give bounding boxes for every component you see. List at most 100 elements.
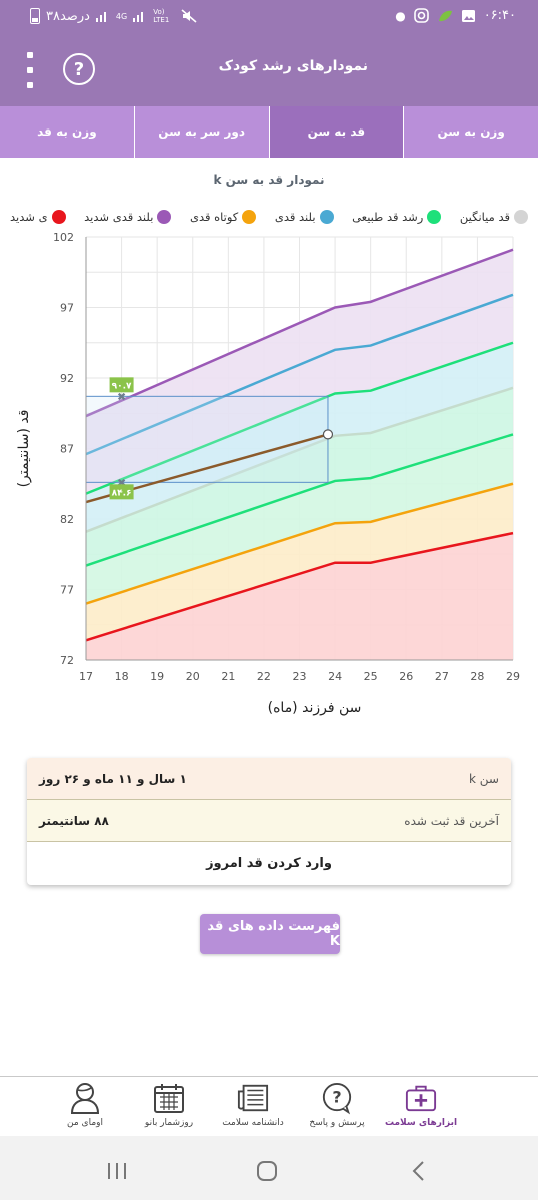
y-tick-label: 87 — [60, 443, 74, 456]
percentile-curve — [85, 386, 514, 533]
network-volte: Vo) LTE1 — [153, 8, 170, 24]
percentile-curve — [85, 433, 514, 567]
band-fill — [86, 342, 513, 532]
nav-label: ابزارهای سلامت — [384, 1118, 458, 1128]
nav-label: دانشنامه سلامت — [222, 1118, 284, 1128]
marker-cross: ✖ — [117, 390, 126, 403]
nav-my-profile[interactable]: اومای من — [43, 1077, 127, 1136]
x-tick-label: 29 — [506, 670, 520, 683]
x-tick-label: 25 — [364, 670, 378, 683]
clock-text: ۰۶:۴۰ — [483, 8, 516, 23]
x-tick-label: 20 — [186, 670, 200, 683]
nav-encyclopedia[interactable]: دانشنامه سلامت — [211, 1077, 295, 1136]
enter-height-today-button[interactable]: وارد کردن قد امروز — [206, 856, 332, 871]
signal-icon — [95, 10, 110, 22]
back-icon[interactable] — [404, 1156, 434, 1186]
signal-icon-2 — [133, 10, 147, 22]
status-right: ● ۰۶:۴۰ — [395, 8, 516, 23]
battery-icon — [30, 8, 40, 24]
gallery-icon — [461, 9, 476, 23]
percentile-curve — [85, 248, 514, 418]
legend-item[interactable]: رشد قد طبیعی — [352, 210, 442, 224]
tab-weight-height[interactable]: وزن به قد — [37, 125, 97, 139]
x-tick-label: 22 — [257, 670, 271, 683]
nav-qa[interactable]: ? پرسش و پاسخ — [295, 1077, 379, 1136]
legend-swatch — [242, 210, 257, 224]
mute-icon — [181, 9, 197, 23]
x-tick-label: 28 — [470, 670, 484, 683]
legend-swatch — [319, 210, 334, 224]
height-for-age-chart: ✖۹۰.۷✖۸۴.۶17 18 19 20 21 22 23 24 25 26 27 28 297277… — [16, 231, 520, 716]
percentile-curve — [85, 531, 514, 642]
height-data-list-button[interactable]: فهرست داده های قد K — [200, 914, 340, 954]
y-tick-label: 82 — [60, 513, 74, 526]
band-fill — [86, 294, 513, 494]
legend-label: بلند قدی شدید — [84, 210, 154, 224]
battery-text: ۳۸درصد — [46, 8, 90, 24]
nav-calendar[interactable]: روزشمار بانو — [127, 1077, 211, 1136]
marker-label: ۹۰.۷ — [112, 381, 132, 391]
nav-label: اومای من — [67, 1118, 103, 1128]
help-circle-icon[interactable]: ? — [63, 53, 95, 85]
x-tick-label: 24 — [328, 670, 342, 683]
y-tick-label: 77 — [60, 584, 74, 597]
legend-item[interactable]: بلند قدی شدید — [84, 210, 172, 224]
system-nav-bar — [0, 1136, 538, 1200]
legend-label: قد میانگین — [459, 210, 510, 224]
x-axis-label: سن فرزند (ماه) — [268, 700, 362, 716]
dot-icon: ● — [395, 8, 406, 23]
instagram-icon — [413, 8, 429, 23]
nav-label: روزشمار بانو — [144, 1118, 194, 1128]
calendar-icon — [153, 1082, 185, 1114]
chart-title: نمودار قد به سن k — [213, 173, 325, 187]
y-tick-label: 92 — [60, 372, 74, 385]
app-leaf-icon — [437, 9, 453, 23]
network-4g: 4G — [115, 11, 128, 21]
band-fill — [86, 387, 513, 566]
percentile-curve — [85, 341, 514, 495]
legend-label: کوتاه قدی — [189, 210, 239, 224]
legend-label: رشد قد طبیعی — [352, 210, 424, 224]
band-fill — [86, 483, 513, 641]
percentile-curve — [85, 293, 514, 456]
x-tick-label: 18 — [115, 670, 129, 683]
child-height-point — [322, 429, 334, 440]
band-fill — [86, 434, 513, 604]
more-vertical-icon[interactable] — [24, 52, 36, 88]
age-value: ۱ سال و ۱۱ ماه و ۲۶ روز — [39, 771, 187, 786]
marker-label-bg — [109, 484, 134, 500]
tab-height-age[interactable]: قد به سن — [268, 106, 404, 158]
page-title: نمودارهای رشد کودک — [218, 58, 368, 74]
legend-swatch — [514, 210, 528, 224]
legend-swatch — [51, 210, 66, 224]
tab-weight-age[interactable]: وزن به سن — [403, 106, 538, 158]
app-bar: ? نمودارهای رشد کودک — [0, 34, 538, 106]
legend-swatch — [157, 210, 172, 224]
legend-item[interactable]: کوتاه قدی — [189, 210, 257, 224]
x-tick-label: 17 — [79, 670, 93, 683]
bottom-nav: ابزارهای سلامت ? پرسش و پاسخ دانشنامه سل… — [0, 1076, 538, 1136]
y-tick-label: 102 — [53, 231, 74, 244]
chart-legend: ی شدید بلند قدی شدید کوتاه قدی بلند قدی رشد … — [10, 207, 528, 227]
y-tick-label: 97 — [60, 302, 74, 315]
question-bubble-icon: ? — [321, 1082, 353, 1115]
x-tick-label: 19 — [150, 670, 164, 683]
legend-swatch — [427, 210, 442, 224]
legend-item[interactable]: بلند قدی — [275, 210, 334, 224]
legend-item[interactable]: قد میانگین — [460, 210, 528, 224]
medical-kit-icon — [405, 1082, 437, 1114]
recent-apps-icon[interactable] — [102, 1156, 132, 1186]
svg-text:?: ? — [332, 1088, 341, 1107]
status-left: ۳۸درصد 4G Vo) LTE1 — [30, 8, 197, 24]
percentile-curve — [85, 482, 514, 605]
last-height-label: آخرین قد ثبت شده — [404, 813, 499, 828]
tab-head-age[interactable]: دور سر به سن — [133, 106, 269, 158]
band-fill — [86, 533, 513, 660]
last-height-row: آخرین قد ثبت شده ۸۸ سانتیمتر — [27, 800, 511, 842]
status-bar: ۳۸درصد 4G Vo) LTE1 ● ۰۶:۴۰ — [0, 0, 538, 34]
home-icon[interactable] — [252, 1156, 282, 1186]
legend-item[interactable]: ی شدید — [10, 210, 66, 224]
nav-health-tools[interactable]: ابزارهای سلامت — [379, 1077, 463, 1136]
x-tick-label: 23 — [293, 670, 307, 683]
legend-label: ی شدید — [10, 210, 48, 224]
